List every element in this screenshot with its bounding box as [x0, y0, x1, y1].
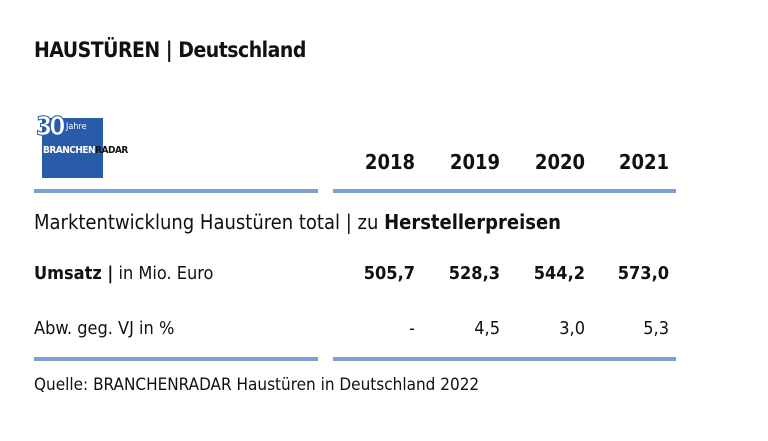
row-label-bold: Umsatz |	[34, 263, 114, 284]
cell-umsatz-2020: 544,2	[533, 263, 585, 284]
page-title: HAUSTÜREN | Deutschland	[34, 38, 306, 62]
section-title-text: Marktentwicklung Haustüren total | zu	[34, 210, 385, 234]
divider-left-bottom	[34, 357, 318, 361]
col-header-2021: 2021	[618, 150, 669, 174]
logo-jahre: Jahre	[66, 122, 87, 132]
divider-right-bottom	[333, 357, 676, 361]
row-label-text: in Mio. Euro	[113, 263, 214, 284]
cell-abw-2021: 5,3	[643, 318, 669, 339]
col-header-2018: 2018	[364, 150, 415, 174]
logo-brand: BRANCHENRADAR	[43, 145, 128, 156]
cell-umsatz-2018: 505,7	[363, 263, 415, 284]
col-header-2019: 2019	[449, 150, 500, 174]
source-note: Quelle: BRANCHENRADAR Haustüren in Deuts…	[34, 375, 480, 395]
divider-left-top	[34, 189, 318, 193]
section-title-bold: Herstellerpreisen	[384, 210, 561, 234]
cell-umsatz-2019: 528,3	[448, 263, 500, 284]
row-label-abw: Abw. geg. VJ in %	[34, 318, 175, 339]
logo-number: 30	[36, 112, 66, 143]
section-title: Marktentwicklung Haustüren total | zu He…	[34, 210, 561, 234]
cell-umsatz-2021: 573,0	[617, 263, 669, 284]
divider-right-top	[333, 189, 676, 193]
col-header-2020: 2020	[534, 150, 585, 174]
cell-abw-2019: 4,5	[474, 318, 500, 339]
cell-abw-2020: 3,0	[559, 318, 585, 339]
logo-brand-a: BRANCHEN	[43, 145, 96, 156]
row-label-umsatz: Umsatz | in Mio. Euro	[34, 263, 213, 284]
logo-brand-b: RADAR	[95, 145, 128, 156]
cell-abw-2018: -	[409, 318, 415, 339]
branchenradar-logo: 30 Jahre BRANCHENRADAR	[36, 112, 128, 178]
